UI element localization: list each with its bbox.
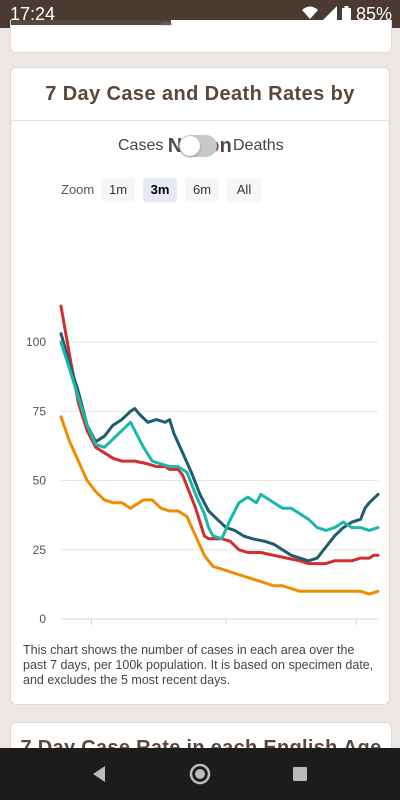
- y-tick-label: 50: [33, 474, 47, 488]
- zoom-6m-button[interactable]: 6m: [185, 178, 219, 202]
- status-icons: 85%: [301, 4, 392, 25]
- chart-series-lines: [59, 304, 380, 596]
- progress-accent: [11, 20, 171, 25]
- card-title: 7 Day Case and Death Rates by Nation: [11, 68, 389, 157]
- series-line-england: [59, 304, 380, 566]
- chart-grid: [61, 341, 378, 620]
- back-icon[interactable]: [88, 762, 112, 786]
- y-tick-label: 25: [33, 543, 47, 557]
- cases-deaths-toggle[interactable]: [179, 135, 217, 157]
- chart-card: 7 Day Case and Death Rates by Nation Cas…: [10, 67, 390, 705]
- y-tick-label: 0: [39, 612, 46, 626]
- y-axis-ticks: 0 25 50 75 100: [26, 335, 46, 626]
- y-tick-label: 75: [33, 404, 47, 418]
- zoom-3m-button[interactable]: 3m: [143, 178, 177, 202]
- battery-percent: 85%: [355, 4, 392, 24]
- home-icon[interactable]: [188, 762, 212, 786]
- wifi-icon: [301, 6, 318, 23]
- toggle-label-cases[interactable]: Cases: [118, 137, 164, 154]
- series-line-n-ireland: [59, 340, 380, 541]
- chart-caption: This chart shows the number of cases in …: [23, 643, 374, 687]
- status-time: 17:24: [10, 4, 56, 24]
- series-line-scotland: [59, 332, 380, 563]
- zoom-all-button[interactable]: All: [227, 178, 261, 202]
- android-nav-bar: [0, 748, 400, 800]
- previous-card-bottom: [10, 20, 392, 53]
- signal-icon: [322, 6, 337, 23]
- series-line-wales: [59, 415, 380, 596]
- x-axis-ticks: Mar '21Apr '21May '21: [90, 619, 357, 625]
- toggle-label-deaths[interactable]: Deaths: [233, 137, 284, 154]
- zoom-1m-button[interactable]: 1m: [101, 178, 135, 202]
- y-tick-label: 100: [26, 335, 46, 349]
- recent-apps-icon[interactable]: [288, 762, 312, 786]
- battery-icon: [341, 5, 351, 24]
- toggle-knob: [180, 136, 200, 156]
- cases-deaths-toggle-row: Cases Deaths: [11, 134, 389, 160]
- zoom-label: Zoom: [61, 182, 95, 197]
